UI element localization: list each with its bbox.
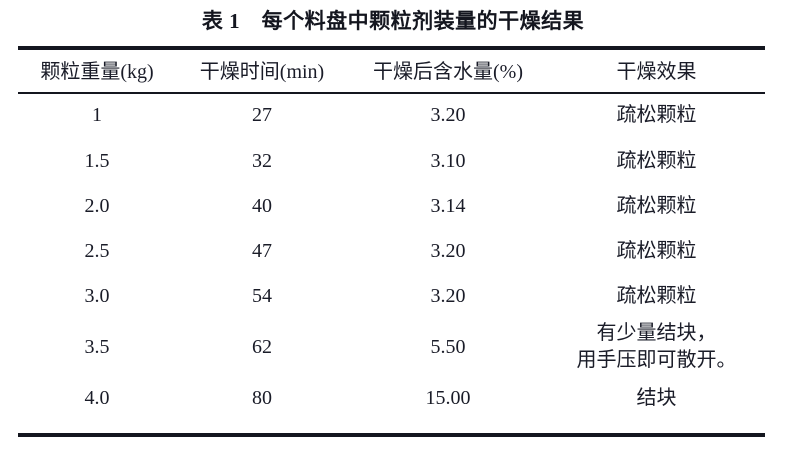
cell-moisture: 3.20 — [430, 239, 466, 262]
table-row: 1.5 32 3.10 疏松颗粒 — [18, 138, 765, 183]
cell-weight: 3.0 — [84, 284, 110, 307]
table-rule-header — [18, 92, 765, 94]
cell-time: 62 — [252, 335, 272, 358]
cell-weight: 3.5 — [84, 335, 110, 358]
table-head: 颗粒重量(kg) 干燥时间(min) 干燥后含水量(%) 干燥效果 — [18, 52, 765, 92]
cell-time: 80 — [252, 386, 272, 409]
table-rule-bottom — [18, 433, 765, 437]
table-row: 2.0 40 3.14 疏松颗粒 — [18, 183, 765, 228]
cell-time: 27 — [252, 104, 272, 126]
cell-moisture: 3.20 — [430, 284, 466, 307]
cell-moisture: 3.20 — [430, 104, 466, 126]
cell-effect: 疏松颗粒 — [616, 194, 697, 217]
cell-weight: 1 — [92, 104, 102, 126]
table-row: 3.0 54 3.20 疏松颗粒 — [18, 273, 765, 318]
cell-weight: 4.0 — [84, 386, 110, 409]
cell-effect: 疏松颗粒 — [616, 104, 697, 126]
cell-effect: 疏松颗粒 — [616, 239, 697, 262]
cell-weight: 2.0 — [84, 194, 110, 217]
column-header-weight: 颗粒重量(kg) — [40, 61, 154, 83]
cell-moisture: 5.50 — [430, 335, 466, 358]
cell-weight: 1.5 — [84, 149, 110, 172]
table-row: 4.0 80 15.00 结块 — [18, 375, 765, 420]
cell-time: 32 — [252, 149, 272, 172]
cell-effect: 有少量结块， 用手压即可散开。 — [548, 318, 765, 375]
table-caption: 表 1 每个料盘中颗粒剂装量的干燥结果 — [201, 9, 585, 33]
drying-results-table: 颗粒重量(kg) 干燥时间(min) 干燥后含水量(%) 干燥效果 1 27 3… — [18, 52, 765, 420]
cell-time: 54 — [252, 284, 272, 307]
column-header-time: 干燥时间(min) — [199, 61, 325, 83]
table-row: 3.5 62 5.50 有少量结块， 用手压即可散开。 — [18, 318, 765, 375]
cell-weight: 2.5 — [84, 239, 110, 262]
table-body: 1 27 3.20 疏松颗粒 1.5 32 3.10 疏松颗粒 2.0 40 3… — [18, 92, 765, 420]
table-header-row: 颗粒重量(kg) 干燥时间(min) 干燥后含水量(%) 干燥效果 — [18, 52, 765, 92]
cell-time: 40 — [252, 194, 272, 217]
column-header-moisture: 干燥后含水量(%) — [373, 61, 523, 83]
cell-moisture: 3.10 — [430, 149, 466, 172]
cell-effect: 疏松颗粒 — [616, 149, 697, 172]
cell-moisture: 15.00 — [425, 386, 471, 409]
cell-effect: 疏松颗粒 — [616, 284, 697, 307]
cell-effect-text: 有少量结块， 用手压即可散开。 — [576, 321, 737, 371]
table-row: 1 27 3.20 疏松颗粒 — [18, 92, 765, 138]
table-rule-top — [18, 46, 765, 50]
cell-effect: 结块 — [636, 386, 677, 409]
cell-time: 47 — [252, 239, 272, 262]
column-header-effect: 干燥效果 — [616, 61, 697, 83]
table-row: 2.5 47 3.20 疏松颗粒 — [18, 228, 765, 273]
cell-moisture: 3.14 — [430, 194, 466, 217]
